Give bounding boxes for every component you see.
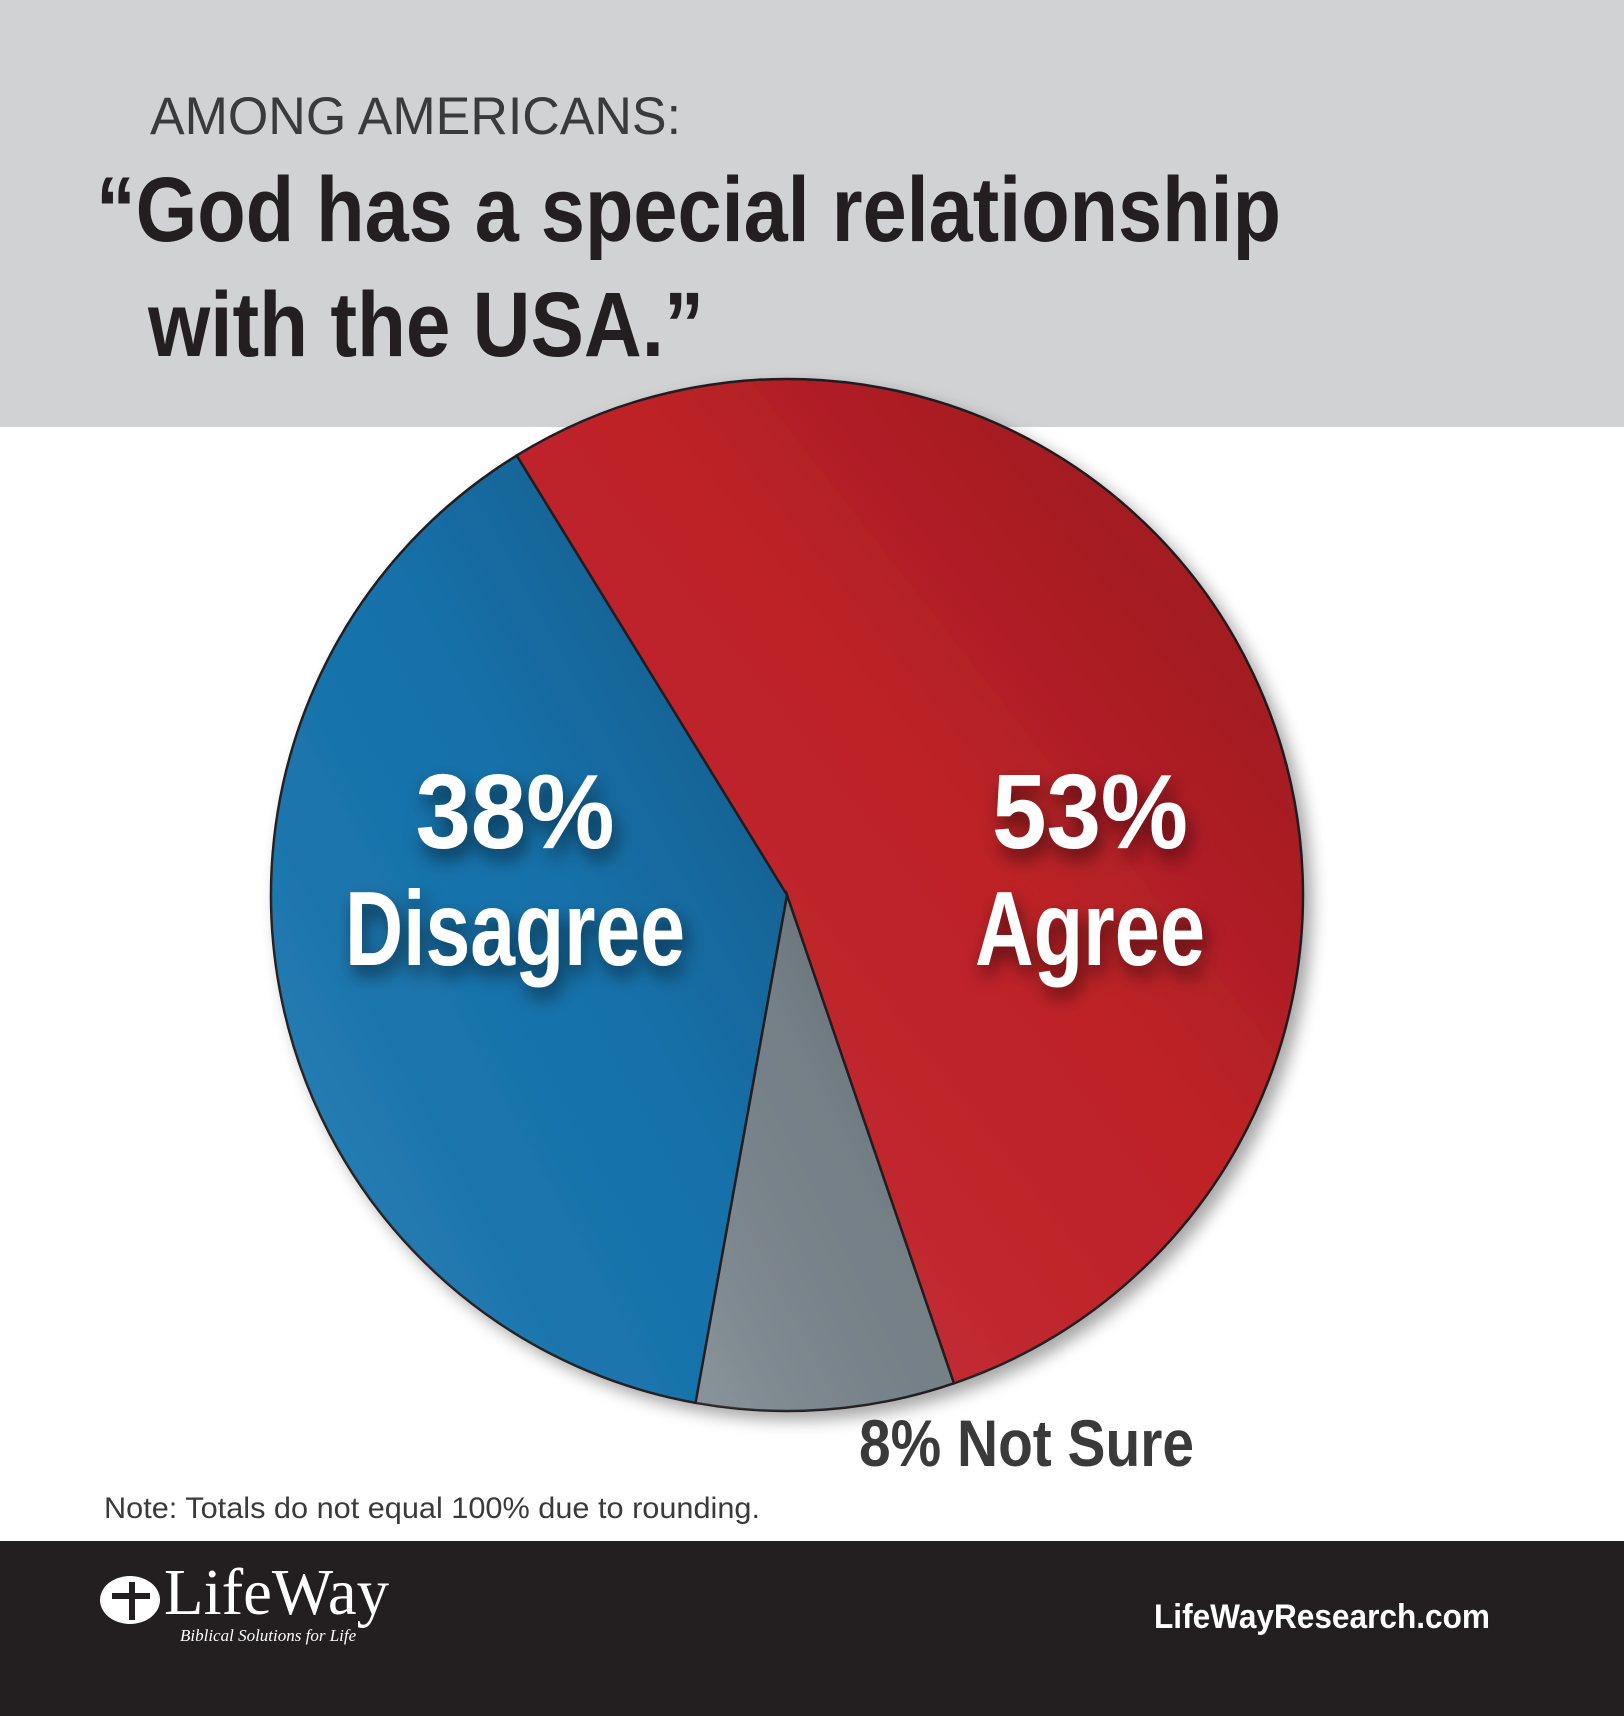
logo-text: LifeWay xyxy=(164,1556,389,1629)
pie-slice-shade xyxy=(271,455,787,1403)
slice-label: 38%Disagree xyxy=(345,753,685,988)
url: LifeWayResearch.com xyxy=(1154,1598,1490,1636)
pie-labels: 53%Agree 8% Not Sure 38%Disagree xyxy=(345,753,1205,1480)
note: Note: Totals do not equal 100% due to ro… xyxy=(104,1492,760,1525)
subtitle: AMONG AMERICANS: xyxy=(150,87,681,146)
category-label: Disagree xyxy=(345,870,685,988)
value-label: 38% xyxy=(416,753,615,871)
value-label: 53% xyxy=(992,753,1188,871)
footer-band xyxy=(0,1541,1624,1716)
category-label: Not Sure xyxy=(957,1406,1194,1480)
category-label: Agree xyxy=(975,870,1205,988)
title-line: “God has a special relationship xyxy=(96,159,1281,261)
logo-cross xyxy=(112,1582,150,1620)
pie-slice-shade xyxy=(516,378,1303,1384)
value-label: 8% xyxy=(859,1406,941,1480)
pie-slice-shade xyxy=(695,895,954,1411)
logo: LifeWay Biblical Solutions for Life xyxy=(100,1556,389,1645)
logo-tagline: Biblical Solutions for Life xyxy=(180,1626,357,1645)
title-line: with the USA.” xyxy=(147,274,704,376)
header-band xyxy=(0,0,1624,427)
slice-label: 53%Agree xyxy=(975,753,1205,988)
slice-label: 8% Not Sure xyxy=(859,1406,1194,1480)
pie xyxy=(269,377,1305,1413)
